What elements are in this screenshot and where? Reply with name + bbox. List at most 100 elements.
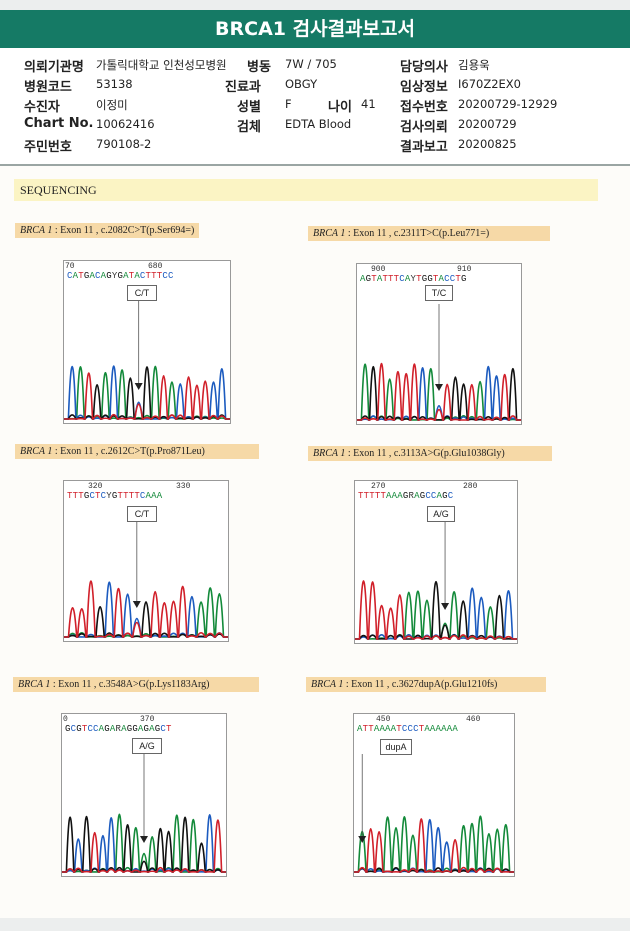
trace-t (355, 580, 517, 640)
field-value: 김용욱 (458, 58, 490, 72)
base-letter: C (139, 491, 146, 501)
base-letter: A (156, 491, 163, 501)
base-letter: C (139, 271, 146, 281)
field-value: 20200825 (458, 137, 517, 151)
variant-label: BRCA 1 : Exon 11 , c.2612C>T(p.Pro871Leu… (15, 444, 259, 459)
base-letter: A (441, 724, 447, 734)
pointer-arrow-icon (132, 601, 141, 608)
top-strip (0, 0, 630, 10)
base-letter: A (391, 491, 398, 501)
base-letter: C (160, 724, 166, 734)
base-letter: G (421, 274, 428, 284)
base-letter: T (418, 724, 425, 734)
chromatogram-frame: 450 460 ATTAAAATCCCTAAAAAA dupA (353, 713, 515, 877)
trace-plot (62, 754, 226, 873)
base-letter: T (363, 491, 370, 501)
field-label: 의뢰기관명 (24, 60, 84, 75)
gene-name: BRCA 1 (20, 225, 53, 236)
base-letter: A (452, 724, 458, 734)
base-letter: G (104, 724, 110, 734)
position-right: 330 (176, 482, 191, 491)
base-letter: T (128, 491, 135, 501)
base-letter: A (376, 274, 383, 284)
position-left: 450 (376, 715, 391, 724)
base-letter: T (123, 491, 129, 501)
base-letter: T (393, 274, 400, 284)
position-left: 900 (371, 265, 386, 274)
trace-t (64, 580, 228, 638)
base-letter: C (87, 724, 94, 734)
chromatogram-frame: 270 280 TTTTTAAAGRAGCCAGC A/G (354, 480, 518, 644)
base-sequence: CATGACAGYGATACTTTCC (67, 271, 174, 281)
trace-g (62, 816, 226, 873)
base-letter: A (414, 491, 420, 501)
base-letter: T (72, 491, 79, 501)
position-right: 370 (140, 715, 155, 724)
base-letter: T (380, 491, 387, 501)
base-letter: A (149, 724, 155, 734)
position-right: 910 (457, 265, 472, 274)
base-sequence: TTTGCTCYGTTTTCAAA (67, 491, 162, 501)
base-letter: C (167, 271, 174, 281)
base-sequence: ATTAAAATCCCTAAAAAA (357, 724, 458, 734)
chromatogram-frame: 320 330 TTTGCTCYGTTTTCAAA C/T (63, 480, 229, 642)
variant-desc: : Exon 11 , c.3627dupA(p.Glu1210fs) (343, 679, 498, 690)
base-letter: A (72, 271, 79, 281)
field-label: 성별 (237, 100, 261, 115)
base-letter: A (435, 724, 442, 734)
base-letter: A (397, 491, 403, 501)
base-letter: T (165, 724, 172, 734)
base-letter: G (117, 271, 124, 281)
trace-plot (354, 754, 514, 873)
base-letter: G (460, 274, 467, 284)
genotype-call: T/C (425, 285, 453, 301)
gene-name: BRCA 1 (18, 679, 51, 690)
base-letter: C (447, 491, 454, 501)
base-letter: A (151, 491, 157, 501)
genotype-call: A/G (132, 738, 162, 754)
base-letter: T (374, 491, 381, 501)
base-letter: A (386, 491, 392, 501)
field-value: EDTA Blood (285, 117, 352, 131)
base-letter: T (432, 274, 439, 284)
base-letter: T (151, 271, 157, 281)
base-letter: A (123, 271, 129, 281)
base-letter: T (156, 271, 163, 281)
field-value: I670Z2EX0 (458, 77, 521, 91)
base-letter: A (385, 724, 391, 734)
field-value: F (285, 97, 292, 111)
bottom-strip (0, 918, 630, 931)
trace-plot (357, 304, 521, 421)
base-letter: A (424, 724, 430, 734)
base-letter: T (368, 724, 374, 734)
base-letter: R (115, 724, 122, 734)
field-label: 수진자 (24, 100, 60, 115)
chromatogram-frame: 70 680 CATGACAGYGATACTTTCC C/T (63, 260, 231, 424)
base-letter: C (162, 271, 168, 281)
base-letter: T (369, 491, 375, 501)
trace-c (354, 818, 514, 873)
gene-name: BRCA 1 (311, 679, 344, 690)
variant-desc: : Exon 11 , c.3548A>G(p.Lys1183Arg) (50, 679, 210, 690)
gene-name: BRCA 1 (313, 448, 346, 459)
field-value: 7W / 705 (285, 57, 337, 71)
gene-name: BRCA 1 (20, 446, 53, 457)
base-letter: G (154, 724, 161, 734)
base-letter: T (396, 724, 402, 734)
field-value: 10062416 (96, 117, 155, 131)
divider (0, 164, 630, 166)
field-label: 결과보고 (400, 140, 448, 155)
pointer-arrow-icon (441, 603, 450, 610)
base-letter: C (399, 274, 405, 284)
variant-label: BRCA 1 : Exon 11 , c.2311T>C(p.Leu771=) (308, 226, 550, 241)
pointer-arrow-icon (435, 384, 443, 391)
base-letter: T (145, 271, 152, 281)
field-label: 검사의뢰 (400, 120, 448, 135)
patient-info: 의뢰기관명 가톨릭대학교 인천성모병원 병동 7W / 705 담당의사 김용욱… (0, 52, 630, 162)
field-label: 병원코드 (24, 80, 72, 95)
base-letter: A (379, 724, 386, 734)
trace-g (355, 581, 517, 640)
base-letter: T (134, 491, 140, 501)
base-letter: Y (111, 271, 118, 281)
base-sequence: TTTTTAAAGRAGCCAGC (358, 491, 453, 501)
